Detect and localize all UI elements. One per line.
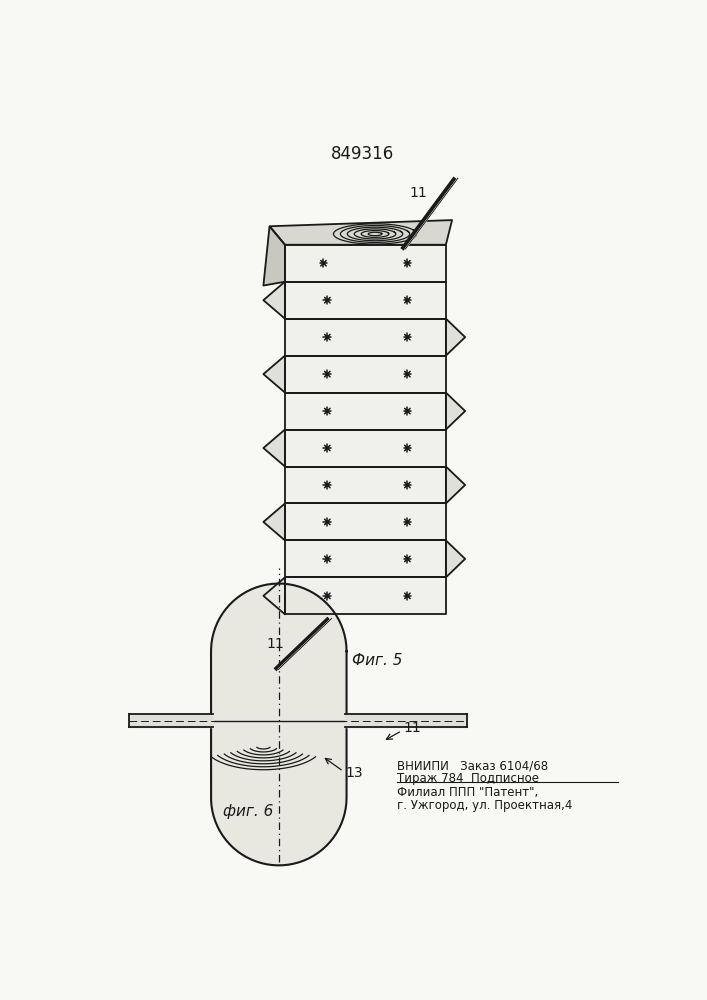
Circle shape <box>406 299 409 301</box>
Polygon shape <box>446 540 465 577</box>
Circle shape <box>326 558 329 560</box>
Circle shape <box>406 484 409 486</box>
Circle shape <box>326 521 329 523</box>
Text: 11: 11 <box>409 186 428 200</box>
Text: 11: 11 <box>404 721 421 735</box>
Text: Тираж 784  Подписное: Тираж 784 Подписное <box>397 772 539 785</box>
Text: 13: 13 <box>345 766 363 780</box>
Polygon shape <box>269 220 452 245</box>
Polygon shape <box>211 584 346 865</box>
Polygon shape <box>285 503 446 540</box>
Polygon shape <box>285 393 446 430</box>
Circle shape <box>406 521 409 523</box>
Circle shape <box>326 595 329 597</box>
Circle shape <box>406 262 409 264</box>
Circle shape <box>326 336 329 338</box>
Circle shape <box>406 595 409 597</box>
Circle shape <box>406 447 409 449</box>
Polygon shape <box>285 282 446 319</box>
Polygon shape <box>129 714 213 727</box>
Circle shape <box>406 558 409 560</box>
Polygon shape <box>446 319 465 356</box>
Text: г. Ужгород, ул. Проектная,4: г. Ужгород, ул. Проектная,4 <box>397 799 572 812</box>
Text: 849316: 849316 <box>331 145 395 163</box>
Polygon shape <box>446 466 465 503</box>
Polygon shape <box>285 245 446 282</box>
Circle shape <box>326 484 329 486</box>
Polygon shape <box>446 393 465 430</box>
Polygon shape <box>285 540 446 577</box>
Polygon shape <box>264 577 285 614</box>
Circle shape <box>326 410 329 412</box>
Polygon shape <box>345 714 467 727</box>
Circle shape <box>326 299 329 301</box>
Text: фиг. 6: фиг. 6 <box>223 804 273 819</box>
Polygon shape <box>285 319 446 356</box>
Polygon shape <box>264 356 285 393</box>
Polygon shape <box>264 430 285 466</box>
Polygon shape <box>285 577 446 614</box>
Polygon shape <box>264 226 285 286</box>
Polygon shape <box>285 430 446 466</box>
Polygon shape <box>264 282 285 319</box>
Text: ВНИИПИ   Заказ 6104/68: ВНИИПИ Заказ 6104/68 <box>397 759 548 772</box>
Polygon shape <box>285 466 446 503</box>
Circle shape <box>406 336 409 338</box>
Polygon shape <box>264 503 285 540</box>
Circle shape <box>322 262 325 264</box>
Text: Фиг. 5: Фиг. 5 <box>352 653 402 668</box>
Circle shape <box>326 447 329 449</box>
Polygon shape <box>285 356 446 393</box>
Circle shape <box>326 373 329 375</box>
Text: 11: 11 <box>267 637 284 651</box>
Text: Филиал ППП "Патент",: Филиал ППП "Патент", <box>397 786 538 799</box>
Circle shape <box>406 410 409 412</box>
Circle shape <box>406 373 409 375</box>
